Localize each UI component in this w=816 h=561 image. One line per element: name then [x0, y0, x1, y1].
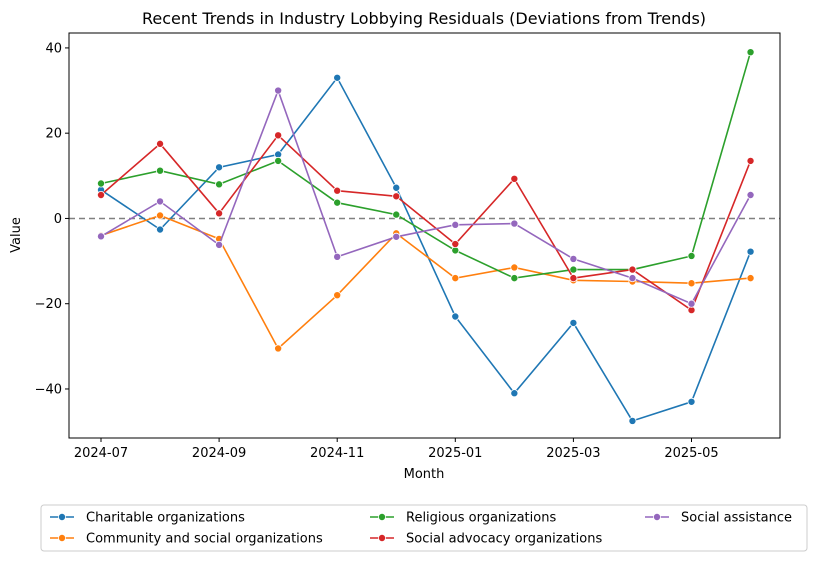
y-tick-label: 20	[45, 127, 62, 142]
data-point	[688, 252, 695, 259]
y-tick-label: 0	[54, 212, 62, 227]
data-point	[97, 180, 104, 187]
data-point	[511, 275, 518, 282]
data-point	[688, 300, 695, 307]
series-4	[97, 87, 754, 307]
series-line	[101, 135, 751, 310]
data-point	[393, 233, 400, 240]
data-point	[747, 191, 754, 198]
series-3	[97, 132, 754, 314]
y-tick-label: −20	[35, 297, 62, 312]
data-point	[570, 255, 577, 262]
series-line	[101, 78, 751, 421]
data-point	[747, 157, 754, 164]
legend-marker	[378, 534, 385, 541]
series-line	[101, 216, 751, 349]
x-tick-label: 2025-03	[546, 446, 600, 461]
plot-area	[69, 49, 780, 425]
data-point	[97, 191, 104, 198]
data-point	[452, 275, 459, 282]
data-point	[156, 212, 163, 219]
legend-label: Religious organizations	[406, 511, 556, 526]
x-tick-label: 2024-07	[74, 446, 128, 461]
data-point	[570, 266, 577, 273]
data-point	[275, 87, 282, 94]
data-point	[393, 184, 400, 191]
data-point	[334, 187, 341, 194]
data-point	[452, 240, 459, 247]
data-point	[334, 199, 341, 206]
x-axis-label: Month	[404, 467, 445, 482]
series-line	[101, 52, 751, 278]
data-point	[334, 74, 341, 81]
y-axis-label: Value	[9, 217, 24, 253]
data-point	[688, 280, 695, 287]
data-point	[629, 417, 636, 424]
data-point	[393, 193, 400, 200]
y-tick-label: −40	[35, 382, 62, 397]
data-point	[97, 233, 104, 240]
series-0	[97, 74, 754, 424]
legend-marker	[378, 513, 385, 520]
data-point	[629, 266, 636, 273]
data-point	[570, 319, 577, 326]
data-point	[156, 198, 163, 205]
data-point	[629, 275, 636, 282]
x-tick-label: 2025-01	[428, 446, 482, 461]
legend-label: Social advocacy organizations	[406, 532, 602, 547]
data-point	[334, 292, 341, 299]
data-point	[570, 275, 577, 282]
plot-frame	[69, 33, 780, 438]
data-point	[393, 211, 400, 218]
legend-label: Social assistance	[681, 511, 792, 526]
x-tick-label: 2024-09	[192, 446, 246, 461]
data-point	[216, 181, 223, 188]
legend-marker	[58, 513, 65, 520]
chart-title: Recent Trends in Industry Lobbying Resid…	[142, 9, 706, 28]
legend-marker	[58, 534, 65, 541]
data-point	[275, 132, 282, 139]
data-point	[511, 220, 518, 227]
data-point	[747, 275, 754, 282]
data-point	[156, 167, 163, 174]
data-point	[275, 157, 282, 164]
data-point	[216, 241, 223, 248]
x-tick-label: 2025-05	[664, 446, 718, 461]
legend-label: Charitable organizations	[86, 511, 245, 526]
legend-item: Community and social organizations	[50, 532, 323, 547]
data-point	[275, 345, 282, 352]
data-point	[216, 210, 223, 217]
series-2	[97, 49, 754, 282]
data-point	[747, 49, 754, 56]
legend: Charitable organizations Community and so…	[41, 505, 807, 551]
data-point	[216, 164, 223, 171]
legend-label: Community and social organizations	[86, 532, 323, 547]
x-tick-label: 2024-11	[310, 446, 364, 461]
data-point	[511, 264, 518, 271]
y-tick-label: 40	[45, 41, 62, 56]
data-point	[452, 221, 459, 228]
data-point	[688, 398, 695, 405]
axes: −40 −20 0 20 40 2024-07 2024-09 2024-11 2025-01 2…	[35, 41, 719, 461]
series-line	[101, 91, 751, 304]
data-point	[511, 390, 518, 397]
data-point	[452, 313, 459, 320]
data-point	[156, 226, 163, 233]
data-point	[511, 175, 518, 182]
data-point	[156, 140, 163, 147]
legend-marker	[653, 513, 660, 520]
data-point	[747, 248, 754, 255]
data-point	[334, 253, 341, 260]
